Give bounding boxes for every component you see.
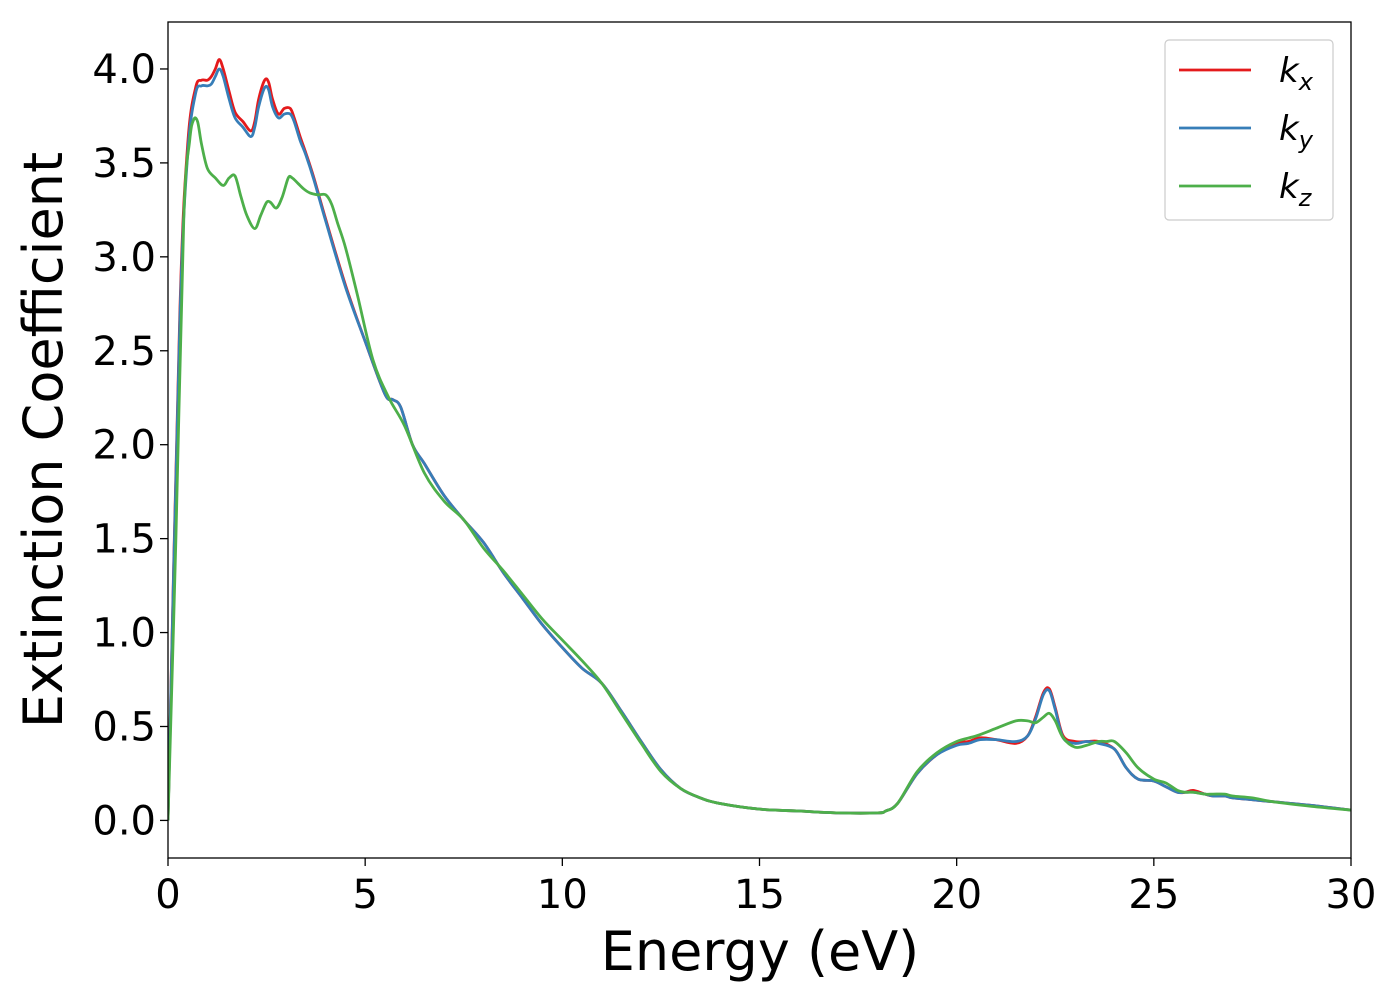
x-tick-label: 5 [352, 872, 377, 918]
x-tick-label: 15 [734, 872, 785, 918]
x-tick-label: 10 [537, 872, 588, 918]
y-tick-label: 0.5 [92, 704, 156, 750]
x-axis-ticks: 0 5 10 15 20 25 30 [155, 858, 1376, 918]
y-tick-label: 1.5 [92, 517, 156, 563]
y-tick-label: 2.5 [92, 329, 156, 375]
legend-label-ky: ky [1279, 109, 1314, 154]
y-axis-title: Extinction Coefficient [12, 152, 75, 728]
legend-label-kz: kz [1279, 167, 1313, 212]
legend-box [1164, 39, 1334, 221]
y-tick-label: 3.5 [92, 141, 156, 187]
y-tick-label: 0.0 [92, 798, 156, 844]
y-axis-ticks: 0.0 0.5 1.0 1.5 2.0 2.5 3.0 3.5 4.0 [92, 47, 168, 844]
series-line-kz [168, 116, 1351, 821]
x-tick-label: 0 [155, 872, 180, 918]
y-tick-label: 1.0 [92, 611, 156, 657]
x-tick-label: 30 [1326, 872, 1377, 918]
legend-label-kx: kx [1279, 51, 1314, 96]
x-axis-title: Energy (eV) [601, 920, 920, 983]
series-layer [168, 58, 1351, 821]
x-tick-label: 25 [1128, 872, 1179, 918]
x-tick-label: 20 [931, 872, 982, 918]
y-tick-label: 2.0 [92, 423, 156, 469]
legend: kx ky kz [1164, 39, 1334, 221]
y-tick-label: 4.0 [92, 47, 156, 93]
y-tick-label: 3.0 [92, 235, 156, 281]
